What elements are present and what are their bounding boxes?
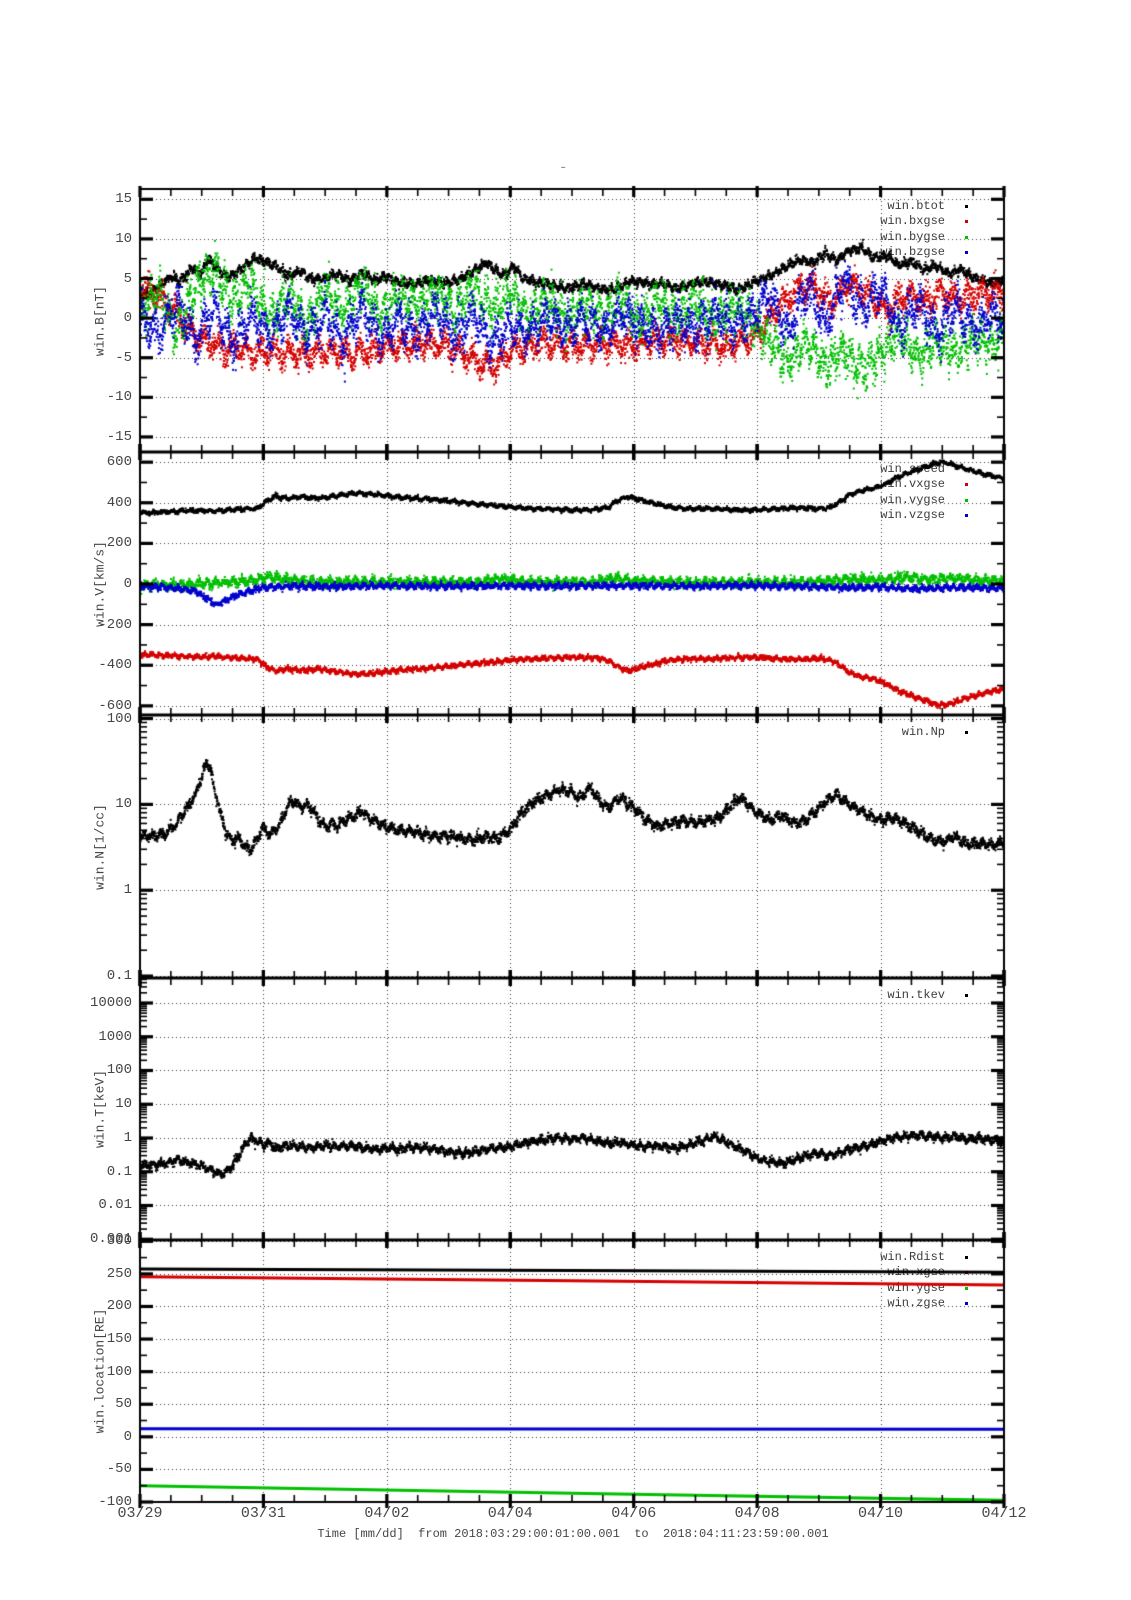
x-tick-label: 04/08 (734, 1505, 780, 1522)
y-tick-label: 10 (115, 1096, 132, 1113)
y-tick-label: 10000 (89, 994, 132, 1011)
legend-marker-dot (965, 514, 968, 518)
legend-label: win.vxgse (880, 477, 945, 492)
legend-marker-dot (965, 483, 968, 487)
y-tick-label: 100 (106, 1062, 132, 1079)
y-tick-label: 400 (106, 494, 132, 511)
legend-marker-dot (965, 731, 968, 734)
y-tick-label: 0 (123, 576, 132, 592)
legend-label: win.vzgse (880, 508, 945, 523)
y-tick-label: 0 (123, 310, 132, 327)
legend-marker-dot (965, 235, 968, 239)
x-tick-label: 04/06 (611, 1505, 657, 1522)
y-tick-label: 10 (115, 796, 132, 813)
y-tick-label: -200 (98, 616, 132, 633)
x-tick-label: 04/02 (364, 1505, 410, 1522)
legend-marker-dot (965, 994, 968, 997)
y-tick-label: 0 (123, 1428, 132, 1445)
y-axis-title: win.N[1/cc] (92, 803, 108, 890)
x-tick-label: 04/10 (858, 1505, 904, 1522)
y-tick-label: 1000 (98, 1028, 132, 1045)
legend-label: win.btot (887, 199, 945, 213)
y-tick-label: -400 (98, 657, 132, 674)
legend-marker-dot (965, 468, 968, 471)
legend-marker-dot (965, 205, 968, 208)
y-tick-label: 0.01 (98, 1197, 132, 1214)
legend-marker-dot (965, 251, 968, 255)
y-tick-label: 1 (123, 1129, 132, 1146)
y-tick-label: 250 (106, 1265, 132, 1282)
legend-label: win.ygse (887, 1280, 945, 1295)
x-axis-title: Time [mm/dd] from 2018:03:29:00:01:00.00… (317, 1527, 829, 1541)
legend-label: win.speed (880, 462, 945, 476)
legend-label: win.bxgse (880, 214, 945, 229)
legend-marker-dot (965, 1256, 968, 1259)
y-tick-label: -10 (106, 389, 132, 406)
y-tick-label: -5 (115, 349, 132, 366)
y-tick-label: 5 (123, 270, 132, 287)
y-tick-label: 600 (106, 454, 132, 471)
y-tick-label: -50 (106, 1461, 132, 1478)
x-tick-label: 04/12 (981, 1505, 1027, 1522)
title-dash: - (559, 160, 568, 176)
legend-marker-dot (965, 220, 968, 224)
x-tick-label: 03/29 (117, 1505, 163, 1522)
legend-label: win.bygse (880, 229, 945, 244)
legend-marker-dot (965, 498, 968, 502)
y-tick-label: 0.1 (106, 968, 132, 985)
y-tick-label: -15 (106, 428, 132, 445)
y-tick-label: 100 (106, 710, 132, 727)
legend-label: win.Np (901, 725, 945, 739)
y-tick-label: 200 (106, 535, 132, 552)
legend-label: win.bzgse (880, 245, 945, 260)
legend-label: win.tkev (887, 988, 945, 1002)
y-tick-label: 10 (115, 230, 132, 247)
legend-marker-dot (965, 1302, 968, 1306)
y-tick-label: 50 (115, 1396, 132, 1413)
legend-label: win.zgse (887, 1296, 945, 1311)
y-tick-label: 0.1 (106, 1163, 132, 1180)
y-tick-label: 200 (106, 1298, 132, 1315)
legend-label: win.vygse (880, 492, 945, 507)
legend-marker-dot (965, 1271, 968, 1275)
legend-label: win.Rdist (880, 1250, 945, 1264)
y-tick-label: 1 (123, 882, 132, 899)
y-tick-label: 100 (106, 1363, 132, 1380)
x-tick-label: 03/31 (240, 1505, 286, 1522)
y-tick-label: 300 (106, 1233, 132, 1250)
x-tick-label: 04/04 (487, 1505, 533, 1522)
legend-marker-dot (965, 1286, 968, 1290)
y-tick-label: 150 (106, 1331, 132, 1348)
legend-label: win.xgse (887, 1265, 945, 1280)
y-tick-label: 15 (115, 191, 132, 208)
